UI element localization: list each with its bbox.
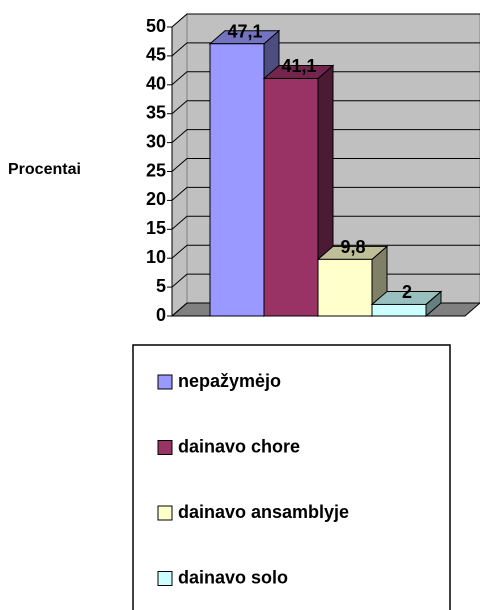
- legend-label: dainavo solo: [178, 567, 288, 587]
- legend-swatch: [157, 440, 173, 455]
- grid-line: [171, 129, 480, 143]
- y-tick-label: 15: [146, 218, 166, 238]
- legend-label: nepažymėjo: [178, 371, 281, 391]
- y-tick-label: 0: [156, 305, 166, 325]
- grid-line: [171, 100, 480, 115]
- bar: [371, 303, 427, 317]
- y-tick-label: 25: [146, 160, 166, 180]
- grid-line: [171, 186, 480, 201]
- y-tick-label: 30: [146, 131, 166, 151]
- y-tick-label: 5: [156, 276, 166, 296]
- bar: [317, 258, 373, 317]
- data-label: 9,8: [340, 237, 365, 257]
- bar: [263, 77, 319, 317]
- grid-line: [171, 215, 480, 230]
- grid-line: [171, 71, 480, 86]
- legend-label: dainavo chore: [178, 436, 300, 456]
- legend-swatch: [157, 505, 173, 521]
- legend: [132, 344, 451, 610]
- y-tick-label: 45: [146, 45, 166, 65]
- y-tick-label: 10: [146, 247, 166, 267]
- y-tick-label: 40: [146, 74, 166, 94]
- y-axis-label: Procentai: [8, 161, 81, 178]
- bar: [209, 43, 265, 317]
- legend-swatch: [157, 374, 173, 390]
- grid-line: [171, 158, 480, 172]
- grid-line: [171, 42, 480, 57]
- legend-label: dainavo ansamblyje: [178, 502, 349, 522]
- legend-swatch: [157, 571, 173, 586]
- y-tick-label: 35: [146, 102, 166, 122]
- grid-line: [171, 13, 480, 28]
- grid-line: [171, 244, 480, 259]
- data-label: 47,1: [227, 22, 262, 42]
- data-label: 2: [402, 282, 412, 302]
- data-label: 41,1: [281, 56, 316, 76]
- y-tick-label: 20: [146, 189, 166, 209]
- y-tick-label: 50: [146, 16, 166, 36]
